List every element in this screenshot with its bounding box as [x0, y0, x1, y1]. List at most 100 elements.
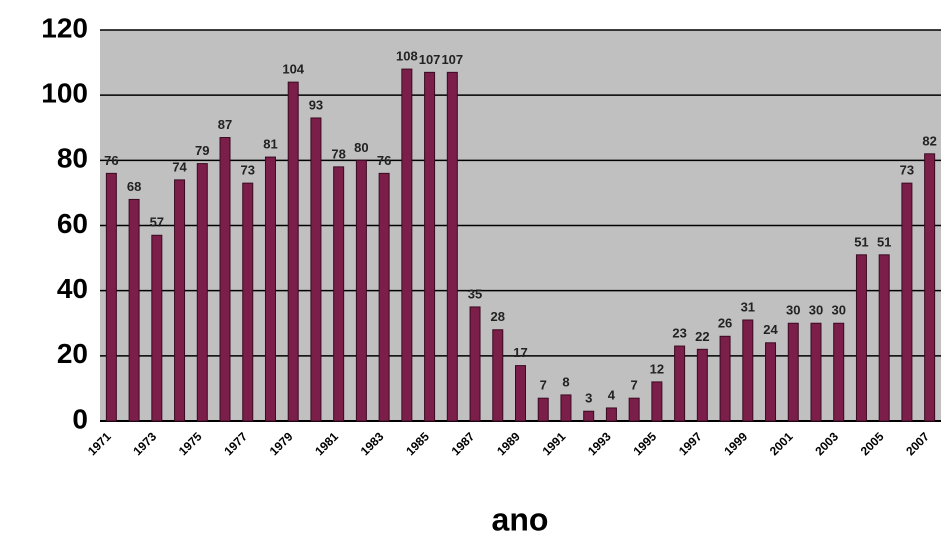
x-tick-label: 1971: [85, 429, 114, 458]
value-label: 12: [650, 361, 664, 376]
bar: [742, 319, 754, 422]
bar: [810, 322, 822, 422]
value-label: 3: [585, 391, 592, 406]
bar: [219, 137, 231, 422]
bar: [196, 163, 208, 422]
value-label: 81: [263, 137, 277, 152]
bar: [878, 254, 890, 422]
bar: [901, 182, 913, 422]
bar: [105, 172, 117, 422]
x-tick-label: 2003: [812, 429, 841, 458]
x-tick-label: 1993: [585, 429, 614, 458]
value-label: 26: [718, 316, 732, 331]
bar: [401, 68, 413, 422]
value-label: 82: [922, 133, 936, 148]
y-tick-label: 100: [41, 78, 88, 109]
value-label: 73: [900, 163, 914, 178]
value-label: 24: [763, 322, 778, 337]
x-tick-label: 1979: [267, 429, 296, 458]
x-tick-label: 1997: [676, 429, 705, 458]
bar: [333, 166, 345, 422]
bar: [287, 81, 299, 422]
bar: [355, 159, 367, 422]
bar: [264, 156, 276, 422]
x-tick-label: 1977: [221, 429, 250, 458]
x-axis-label: ano: [492, 501, 549, 537]
value-label: 31: [741, 299, 755, 314]
x-tick-label: 1983: [358, 429, 387, 458]
value-label: 51: [854, 234, 868, 249]
x-tick-label: 1975: [176, 429, 205, 458]
x-tick-label: 2005: [858, 429, 887, 458]
bar: [492, 329, 504, 422]
bar: [446, 71, 458, 422]
bar: [583, 410, 595, 422]
value-label: 78: [331, 146, 345, 161]
value-label: 74: [172, 159, 187, 174]
value-label: 107: [441, 52, 463, 67]
value-label: 57: [150, 215, 164, 230]
value-label: 107: [419, 52, 441, 67]
y-tick-label: 120: [41, 12, 88, 43]
value-label: 87: [218, 117, 232, 132]
y-tick-label: 60: [57, 208, 88, 239]
value-label: 30: [809, 303, 823, 318]
x-tick-label: 2001: [767, 429, 796, 458]
y-tick-label: 0: [72, 403, 88, 434]
bar: [833, 322, 845, 422]
bar: [310, 117, 322, 422]
value-label: 30: [786, 303, 800, 318]
bar: [151, 234, 163, 422]
value-label: 4: [608, 387, 616, 402]
value-label: 68: [127, 179, 141, 194]
bar: [765, 342, 777, 422]
bar: [787, 322, 799, 422]
bar: [674, 345, 686, 422]
x-tick-label: 2007: [903, 429, 932, 458]
value-label: 23: [672, 325, 686, 340]
bar: [696, 348, 708, 422]
value-label: 7: [540, 378, 547, 393]
value-label: 22: [695, 329, 709, 344]
bar: [537, 397, 549, 422]
value-label: 104: [282, 62, 304, 77]
bar: [174, 179, 186, 422]
x-tick-label: 1985: [403, 429, 432, 458]
y-tick-label: 40: [57, 273, 88, 304]
bar: [469, 306, 481, 422]
value-label: 28: [491, 309, 505, 324]
value-label: 80: [354, 140, 368, 155]
value-label: 35: [468, 286, 482, 301]
bar: [424, 71, 436, 422]
bar: [924, 153, 936, 422]
value-label: 17: [513, 345, 527, 360]
bar: [628, 397, 640, 422]
bar: [378, 172, 390, 422]
value-label: 108: [396, 49, 418, 64]
value-label: 30: [831, 303, 845, 318]
bar: [515, 365, 526, 422]
x-tick-label: 1999: [721, 429, 750, 458]
bar: [605, 407, 617, 422]
value-label: 51: [877, 234, 891, 249]
bar: [128, 198, 140, 422]
x-tick-label: 1981: [312, 429, 341, 458]
bar: [651, 381, 663, 422]
bar: [855, 254, 867, 422]
value-label: 73: [241, 163, 255, 178]
bar: [560, 394, 572, 422]
value-label: 79: [195, 143, 209, 158]
x-tick-label: 1987: [449, 429, 478, 458]
y-tick-label: 80: [57, 143, 88, 174]
x-tick-label: 1995: [630, 429, 659, 458]
x-tick-label: 1989: [494, 429, 523, 458]
y-tick-label: 20: [57, 338, 88, 369]
value-label: 7: [631, 378, 638, 393]
value-label: 8: [562, 374, 569, 389]
bar: [719, 335, 731, 422]
bar: [242, 182, 254, 422]
value-label: 76: [377, 153, 391, 168]
x-tick-label: 1973: [130, 429, 159, 458]
value-label: 93: [309, 97, 323, 112]
